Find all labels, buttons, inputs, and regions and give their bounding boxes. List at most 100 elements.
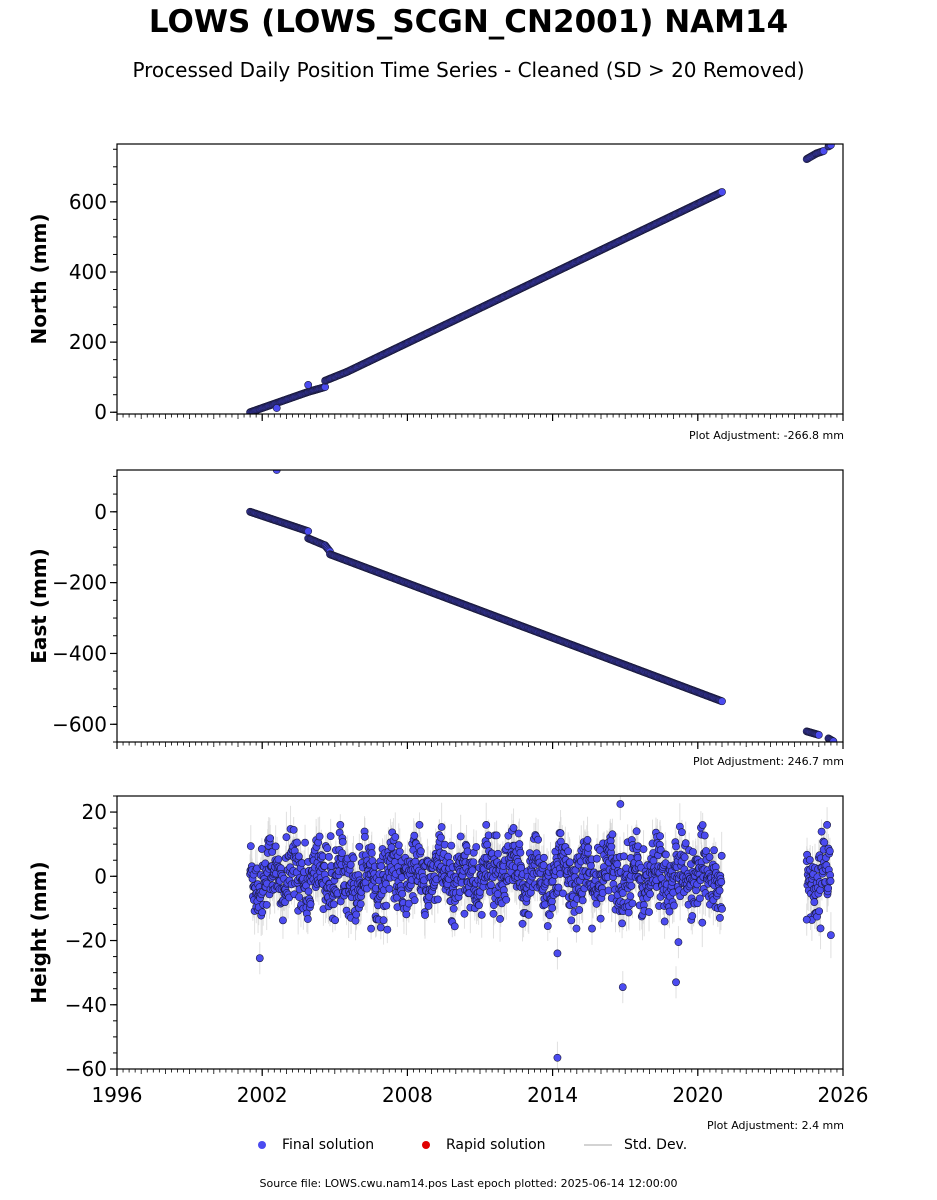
data-point [315,832,324,841]
data-point [534,835,542,844]
data-point [383,925,392,934]
y-axis-label: East (mm) [27,548,51,664]
data-point [437,833,445,842]
plot-area [246,796,835,1069]
data-point [367,924,375,933]
data-point [518,919,527,928]
data-point [271,842,280,851]
data-point [282,833,291,842]
data-point [819,147,828,155]
data-point [460,909,469,918]
data-point [336,897,345,906]
data-point [331,916,340,925]
data-point [496,915,504,923]
data-point [246,842,255,851]
data-point [391,833,400,841]
data-point [483,840,492,849]
data-point [323,844,332,853]
data-point [515,840,524,848]
data-point [294,852,303,861]
data-point [377,862,386,871]
plot-area [246,144,835,414]
data-point [514,829,523,838]
y-tick-label: 200 [69,330,107,354]
data-point [346,860,355,869]
data-point [356,900,365,908]
axes-frame [116,469,844,743]
data-point [262,900,271,909]
data-point [545,911,554,920]
data-point [268,848,277,856]
data-point [456,832,465,841]
data-point [410,831,419,840]
data-point [410,896,419,905]
data-point [387,843,396,852]
data-point [433,895,442,904]
data-point [447,841,456,850]
y-tick-label: 400 [69,260,107,284]
data-point [304,527,313,536]
data-point [540,853,548,862]
data-point [437,823,446,831]
data-point [329,900,338,909]
data-point [487,881,495,889]
data-point [516,848,525,857]
data-point [320,862,329,870]
data-point [440,840,449,849]
data-point [559,889,567,898]
data-point [556,829,565,838]
data-point [376,923,385,932]
data-point [404,899,413,908]
y-tick-label: −400 [52,641,107,665]
data-point [349,854,358,863]
data-point [385,884,394,893]
data-point [367,849,376,858]
data-point [472,843,481,851]
data-point [548,904,557,912]
data-point [325,852,333,861]
data-point [565,858,574,867]
data-point [539,861,548,870]
east-panel: −600 −400 −200 0 East (mm) [27,469,844,749]
data-point [829,737,838,742]
data-point [304,887,313,896]
data-point [424,902,433,910]
y-tick-label: 0 [94,400,107,424]
data-point [266,834,275,843]
data-point [382,901,391,910]
data-point [554,883,563,892]
data-point [306,900,315,909]
data-point [326,832,335,841]
data-point [394,841,403,850]
data-point [258,908,267,917]
data-point [718,188,726,196]
data-point [827,144,835,149]
data-point [272,470,281,474]
data-point [293,838,302,847]
data-point [301,838,309,847]
data-point [477,910,486,919]
data-point [449,904,458,913]
data-point [352,910,361,919]
plot-area [246,470,838,742]
data-point [395,847,404,856]
data-point [492,831,501,840]
data-point [379,916,388,925]
data-point [564,847,573,856]
data-point [360,832,369,841]
y-tick-label: −200 [52,571,107,595]
data-point [494,849,502,858]
data-point [718,697,726,706]
data-point [493,890,502,898]
data-point [355,842,364,851]
data-point [416,847,425,856]
data-point [421,911,429,919]
data-point [468,866,477,875]
data-point [814,731,823,739]
data-point [509,824,518,832]
y-tick-label: −600 [52,712,107,736]
data-point [336,821,345,829]
y-tick-label: 0 [94,500,107,524]
axes-frame [116,143,844,415]
data-point [567,916,576,925]
